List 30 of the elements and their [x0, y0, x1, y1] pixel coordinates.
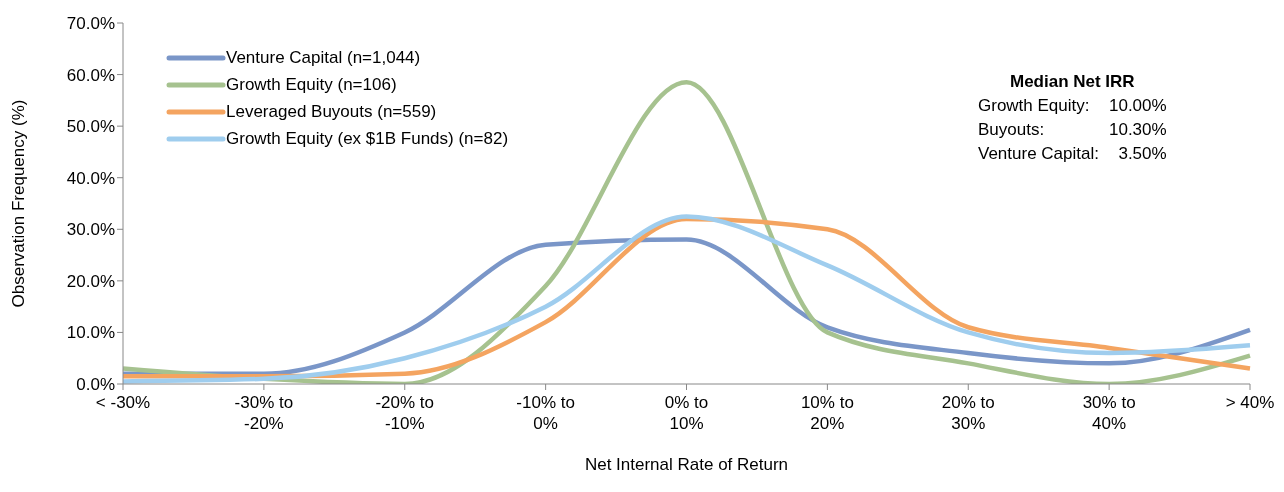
legend-label: Growth Equity (n=106): [226, 74, 397, 96]
legend-label: Venture Capital (n=1,044): [226, 47, 421, 69]
x-tick-label: < -30%: [95, 393, 151, 412]
x-tick-label: 20% to 30%: [941, 393, 995, 433]
y-tick-label: 60.0%: [66, 65, 115, 85]
x-tick-label: 10% to 20%: [800, 393, 854, 433]
x-axis-title: Net Internal Rate of Return: [584, 455, 789, 474]
y-axis-title: Observation Frequency (%): [9, 99, 29, 308]
annotation: Buyouts:: [978, 119, 1046, 141]
annotation: Median Net IRR: [1008, 71, 1136, 93]
annotation: Growth Equity:: [978, 95, 1091, 117]
annotation: 3.50%: [1117, 143, 1167, 165]
y-tick-label: 70.0%: [66, 14, 115, 34]
annotation: 10.00%: [1108, 95, 1167, 117]
y-tick-label: 40.0%: [66, 168, 115, 188]
x-tick-label: -10% to 0%: [516, 393, 575, 433]
y-tick-label: 50.0%: [66, 117, 115, 137]
x-tick-label: > 40%: [1225, 393, 1275, 412]
x-tick-label: -30% to -20%: [234, 393, 294, 433]
y-tick-label: 30.0%: [66, 220, 115, 240]
x-tick-label: 0% to 10%: [664, 393, 709, 433]
y-tick-label: 10.0%: [66, 323, 115, 343]
annotation: Venture Capital:: [978, 143, 1099, 165]
x-tick-label: -20% to -10%: [375, 393, 435, 433]
y-tick-label: 20.0%: [66, 271, 115, 291]
x-tick-label: 30% to 40%: [1082, 393, 1136, 433]
y-tick-label: 0.0%: [76, 375, 115, 395]
legend-label: Growth Equity (ex $1B Funds) (n=82): [226, 128, 509, 150]
legend-label: Leveraged Buyouts (n=559): [226, 101, 437, 123]
annotation: 10.30%: [1108, 119, 1167, 141]
